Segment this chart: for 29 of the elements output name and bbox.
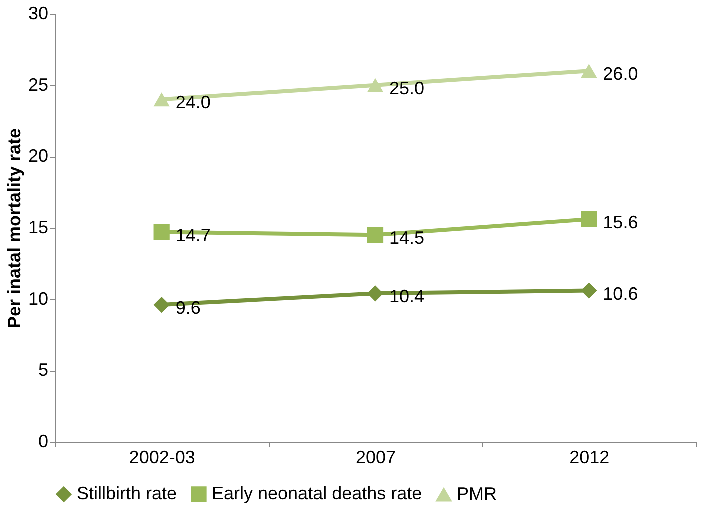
data-label: 14.5: [390, 228, 425, 248]
data-label: 24.0: [176, 92, 211, 113]
x-tick-label: 2007: [356, 448, 396, 468]
point: [154, 92, 170, 107]
legend-label: Stillbirth rate: [77, 483, 178, 504]
point: [367, 78, 384, 92]
point: [367, 227, 384, 244]
y-tick-label: 5: [38, 360, 48, 380]
point: [154, 296, 170, 314]
x-tick-label: 2002-03: [129, 448, 196, 468]
y-tick-label: 25: [28, 74, 48, 95]
point: [581, 64, 598, 78]
y-axis-title: Per inatal mortality rate: [4, 128, 24, 329]
data-label: 26.0: [603, 64, 638, 84]
data-label: 10.6: [603, 284, 638, 304]
data-label: 15.6: [603, 212, 638, 232]
legend-label: PMR: [457, 484, 497, 504]
point: [581, 211, 598, 228]
point: [154, 224, 170, 240]
y-tick-label: 0: [38, 432, 48, 452]
y-tick-label: 20: [28, 146, 48, 166]
x-tick-label: 2012: [570, 448, 610, 468]
point: [581, 282, 598, 299]
y-tick-label: 15: [28, 218, 48, 238]
data-label: 25.0: [390, 78, 425, 98]
y-tick-label: 10: [28, 288, 48, 309]
point: [367, 286, 384, 302]
y-tick-label: 30: [28, 4, 48, 24]
legend-label: Early neonatal deaths rate: [212, 483, 422, 504]
